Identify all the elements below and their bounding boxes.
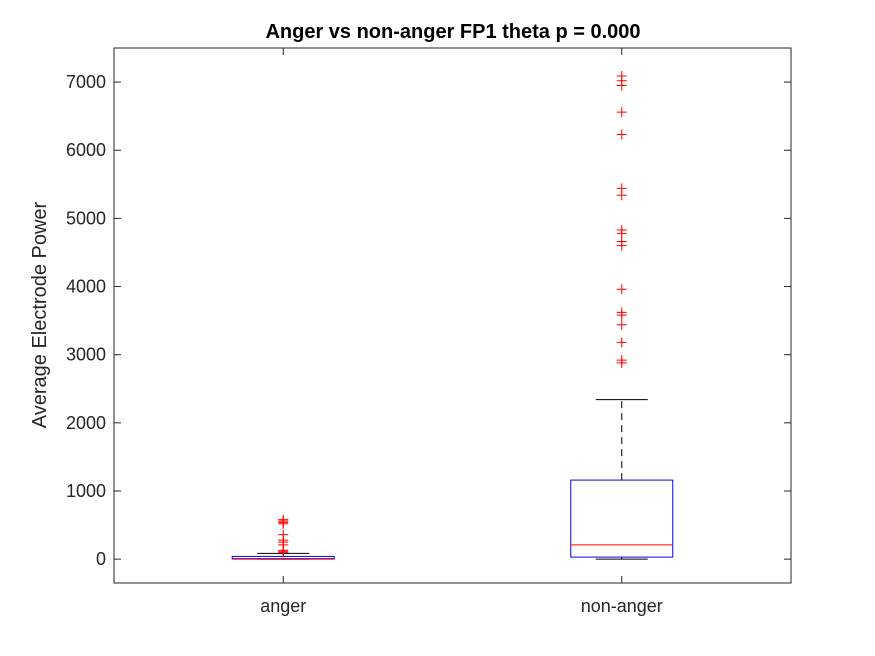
y-tick-label: 2000: [66, 413, 106, 433]
y-axis-label: Average Electrode Power: [29, 201, 51, 428]
box-non-anger-outlier: [616, 337, 627, 348]
box-non-anger-outlier: [616, 70, 627, 81]
y-tick-label: 5000: [66, 208, 106, 228]
y-tick-label: 4000: [66, 277, 106, 297]
box-anger-outlier: [278, 514, 289, 525]
y-tick-label: 0: [96, 549, 106, 569]
box-non-anger-outlier: [616, 224, 627, 235]
box-non-anger-iqr-box: [570, 479, 674, 558]
box-non-anger-outlier: [616, 284, 627, 295]
y-tick-label: 1000: [66, 481, 106, 501]
chart-title: Anger vs non-anger FP1 theta p = 0.000: [265, 21, 640, 43]
axes-box: [113, 47, 792, 584]
box-anger-outlier: [278, 529, 289, 540]
x-tick-label: non-anger: [581, 596, 663, 616]
plot-area: 0 1000 2000 3000 4000 5000 6000 7000 anger non-an…: [66, 48, 791, 616]
box-non-anger-outlier: [616, 107, 627, 118]
box-non-anger-outlier: [616, 129, 627, 140]
box-non-anger-outlier: [616, 307, 627, 318]
y-tick-label: 3000: [66, 345, 106, 365]
box-non-anger-outlier: [616, 355, 627, 366]
y-tick-label: 7000: [66, 72, 106, 92]
box-non-anger-outlier: [616, 183, 627, 194]
box-non-anger-outlier: [616, 319, 627, 330]
y-tick-label: 6000: [66, 140, 106, 160]
x-tick-label: anger: [260, 596, 306, 616]
